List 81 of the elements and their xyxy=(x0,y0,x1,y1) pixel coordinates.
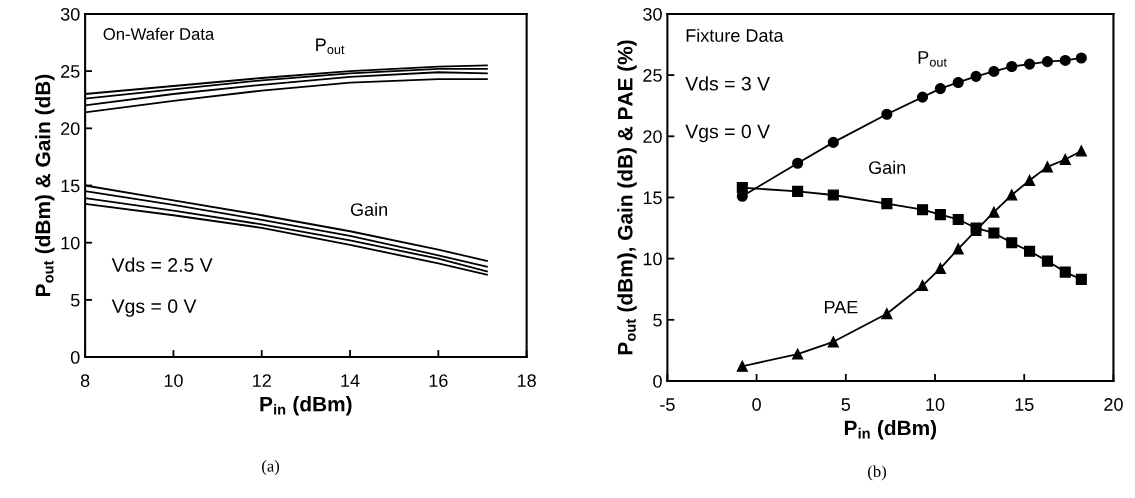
point xyxy=(881,308,893,320)
y-tick-label: 15 xyxy=(643,191,662,205)
point xyxy=(952,76,964,89)
point xyxy=(827,189,839,201)
annotation: Vds = 3 V xyxy=(685,76,770,91)
point xyxy=(952,213,964,226)
text: (b) xyxy=(868,465,887,481)
point xyxy=(916,204,929,216)
point xyxy=(1041,56,1053,68)
annotation: Gain xyxy=(869,160,906,175)
point xyxy=(934,83,946,95)
x-tick-label: 5 xyxy=(841,398,851,411)
point xyxy=(881,108,893,120)
y-tick-label: 10 xyxy=(61,236,80,250)
point xyxy=(1041,255,1053,267)
point xyxy=(1059,266,1071,278)
x-tick-label: 8 xyxy=(80,374,90,387)
point xyxy=(1006,60,1018,73)
x-tick-label: 15 xyxy=(1015,398,1034,411)
y-tick-label: 5 xyxy=(70,294,80,307)
y-tick-label: 20 xyxy=(61,122,80,136)
y-tick-label: 25 xyxy=(61,65,80,78)
y-axis-title: P$_{out}$ (dBm), Gain (dB) & PAE (%) xyxy=(617,40,637,355)
point xyxy=(988,206,1000,218)
y-tick-label: 10 xyxy=(643,252,662,266)
point xyxy=(1075,273,1087,285)
point xyxy=(827,136,839,148)
point xyxy=(792,348,804,360)
y-tick-label: 20 xyxy=(643,130,662,144)
y-axis-title: P$_{out}$ (dBm) & Gain (dB) xyxy=(35,74,55,296)
point xyxy=(736,360,748,372)
annotation: Gain xyxy=(350,202,387,216)
point xyxy=(792,185,804,197)
y-tick-label: 30 xyxy=(60,7,80,21)
x-tick-label: 10 xyxy=(926,398,945,411)
y-tick-label: 5 xyxy=(653,313,662,327)
point xyxy=(736,182,748,194)
annotation: PAE xyxy=(824,300,858,314)
point xyxy=(792,157,804,169)
text: (a) xyxy=(262,460,280,476)
x-tick-label: 20 xyxy=(1104,398,1123,411)
point xyxy=(934,209,946,221)
point xyxy=(1006,189,1018,201)
point xyxy=(934,262,946,274)
point xyxy=(1024,58,1036,70)
x-tick-label: 14 xyxy=(341,374,360,387)
point xyxy=(1024,174,1036,186)
point xyxy=(1075,145,1087,157)
point xyxy=(988,65,1000,78)
point xyxy=(1059,153,1071,166)
x-tick-label: 16 xyxy=(429,374,448,387)
x-tick-label: -5 xyxy=(660,398,675,411)
x-axis-title: P$_{in}$ (dBm) xyxy=(844,420,937,440)
point xyxy=(827,336,839,348)
point xyxy=(1075,52,1087,64)
annotation: Vds = 2.5 V xyxy=(111,257,213,272)
annotation: Vgs = 0 V xyxy=(685,124,770,143)
point xyxy=(988,227,1000,239)
point xyxy=(881,198,893,210)
point xyxy=(1006,237,1018,249)
point xyxy=(952,243,964,255)
annotation: On-Wafer Data xyxy=(103,27,215,40)
x-tick-label: 0 xyxy=(752,398,761,411)
y-tick-label: 0 xyxy=(70,351,80,364)
point xyxy=(1059,54,1071,66)
y-tick-label: 15 xyxy=(61,179,80,193)
point xyxy=(916,279,929,292)
point xyxy=(1024,245,1036,257)
annotation: Fixture Data xyxy=(686,28,784,42)
annotation: P$_{out}$ xyxy=(316,38,345,54)
point xyxy=(1041,161,1053,173)
annotation: P$_{out}$ xyxy=(918,51,947,67)
x-tick-label: 18 xyxy=(517,374,536,387)
x-axis-title: P$_{in}$ (dBm) xyxy=(260,396,352,416)
y-tick-label: 25 xyxy=(643,69,662,82)
annotation: Vgs = 0 V xyxy=(111,299,197,317)
x-tick-label: 12 xyxy=(253,374,271,387)
y-tick-label: 30 xyxy=(643,7,662,21)
x-tick-label: 10 xyxy=(164,374,183,387)
point xyxy=(916,91,929,103)
point xyxy=(970,70,982,82)
